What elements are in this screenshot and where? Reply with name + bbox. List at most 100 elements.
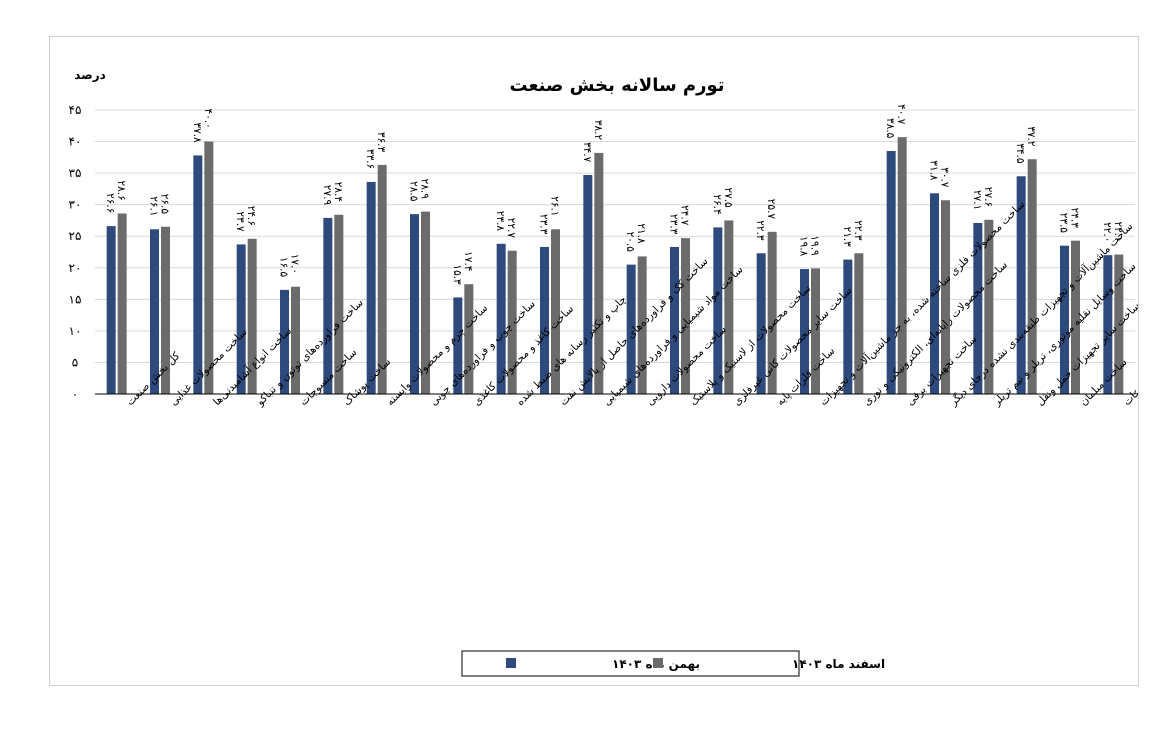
data-label-bahman: ۲۶.۶ <box>104 193 116 213</box>
bar-esfand <box>681 238 690 394</box>
data-label-bahman: ۲۸.۵ <box>408 181 420 202</box>
chart-title: تورم سالانه بخش صنعت <box>509 75 724 96</box>
bar-esfand <box>811 268 820 394</box>
data-label-esfand: ۳۷.۲ <box>1025 126 1037 147</box>
data-label-esfand: ۲۸.۴ <box>332 182 344 202</box>
bar-esfand <box>854 253 864 394</box>
data-label-bahman: ۳۴.۷ <box>581 142 593 163</box>
data-label-esfand: ۱۷.۰ <box>289 254 301 274</box>
data-label-bahman: ۲۲.۳ <box>754 220 766 241</box>
legend-swatch-bahman <box>506 658 516 668</box>
bar-bahman <box>1060 245 1069 394</box>
data-label-bahman: ۳۸.۵ <box>884 118 896 139</box>
data-label-bahman: ۲۳.۳ <box>668 214 680 235</box>
y-tick-label: ۳۵ <box>69 166 82 180</box>
bar-esfand <box>507 250 517 394</box>
chart-canvas: ۲۶.۶ ۲۶.۱ ۳۷.۸ ۲۳.۷ ۱۶.۵ ۲۷.۹ ۳۳.۶ ۲۸.۵ ۱۵.۳ ۲۳.۸… <box>69 68 1138 677</box>
data-label-bahman: ۲۶.۴ <box>711 194 723 214</box>
y-tick-label: ۴۰ <box>69 135 82 149</box>
bar-bahman <box>323 217 333 394</box>
data-label-esfand: ۲۲.۱ <box>1112 222 1124 242</box>
data-label-bahman: ۳۳.۶ <box>364 149 376 169</box>
data-label-bahman: ۲۳.۷ <box>234 211 246 232</box>
bar-esfand <box>984 219 994 394</box>
bar-esfand <box>204 141 214 394</box>
bar-esfand <box>1114 254 1124 394</box>
data-label-esfand: ۴۰.۷ <box>895 104 907 125</box>
grid-layer <box>95 109 1135 363</box>
data-label-bahman: ۳۷.۸ <box>191 122 203 143</box>
bar-bahman <box>713 227 723 394</box>
data-label-esfand: ۲۱.۸ <box>635 223 647 244</box>
bars-layer <box>106 137 1124 394</box>
bar-bahman <box>150 229 159 394</box>
bar-esfand <box>334 214 344 394</box>
data-label-bahman: ۲۳.۵ <box>1058 213 1070 234</box>
bar-esfand <box>551 229 560 394</box>
bar-bahman <box>453 297 463 394</box>
data-label-esfand: ۲۷.۶ <box>982 187 994 207</box>
data-label-esfand: ۲۴.۳ <box>1069 208 1081 229</box>
bar-bahman <box>410 214 419 394</box>
data-label-esfand: ۲۲.۷ <box>505 218 517 239</box>
data-label-bahman: ۳۴.۵ <box>1014 143 1026 164</box>
bar-bahman <box>1016 176 1026 394</box>
data-label-bahman: ۲۳.۳ <box>538 214 550 235</box>
y-tick-label: ۴۵ <box>69 103 82 117</box>
y-axis-unit-label: درصد <box>74 68 106 82</box>
y-tick-label: ۵ <box>72 355 78 369</box>
data-label-bahman: ۲۱.۳ <box>841 227 853 248</box>
bar-esfand <box>637 256 647 394</box>
data-label-esfand: ۲۲.۳ <box>852 220 864 241</box>
data-label-bahman: ۱۶.۵ <box>278 257 290 278</box>
bar-bahman <box>236 244 246 394</box>
y-tick-label: ۲۵ <box>69 229 82 243</box>
bar-bahman <box>366 181 376 394</box>
bar-bahman <box>540 246 549 394</box>
bar-esfand <box>767 231 777 394</box>
legend-label-esfand: اسفند ماه ۱۴۰۳ <box>792 657 885 671</box>
data-label-esfand: ۱۷.۴ <box>462 251 474 271</box>
bar-esfand <box>161 226 170 394</box>
chart-legend: بهمن ماه ۱۴۰۳ اسفند ماه ۱۴۰۳ <box>461 650 885 677</box>
data-label-esfand: ۲۴.۶ <box>245 206 257 226</box>
data-label-bahman: ۲۶.۱ <box>148 196 160 216</box>
bar-esfand <box>1071 240 1080 394</box>
data-label-esfand: ۲۷.۵ <box>722 187 734 208</box>
bar-bahman <box>280 289 289 394</box>
bar-bahman <box>930 193 939 394</box>
chart-frame: ۲۶.۶ ۲۶.۱ ۳۷.۸ ۲۳.۷ ۱۶.۵ ۲۷.۹ ۳۳.۶ ۲۸.۵ ۱۵.۳ ۲۳.۸… <box>49 36 1139 686</box>
data-label-bahman: ۲۳.۸ <box>494 211 506 232</box>
bar-bahman <box>843 259 853 394</box>
data-label-esfand: ۲۸.۹ <box>419 179 431 200</box>
data-label-bahman: ۲۲.۰ <box>1101 222 1113 242</box>
bar-bahman <box>670 246 679 394</box>
bar-esfand <box>377 164 387 394</box>
bar-bahman <box>626 264 636 394</box>
y-tick-label: ۱۰ <box>69 324 82 338</box>
bar-esfand <box>247 238 257 394</box>
data-label-esfand: ۲۴.۷ <box>679 205 691 226</box>
bar-bahman <box>973 222 983 394</box>
bar-bahman <box>886 151 896 394</box>
bar-esfand <box>594 152 604 394</box>
data-label-esfand: ۲۵.۷ <box>765 199 777 220</box>
data-labels-layer: ۲۶.۶ ۲۶.۱ ۳۷.۸ ۲۳.۷ ۱۶.۵ ۲۷.۹ ۳۳.۶ ۲۸.۵ ۱۵.۳ ۲۳.۸… <box>104 104 1124 285</box>
data-label-bahman: ۱۹.۸ <box>798 236 810 257</box>
data-label-bahman: ۱۵.۳ <box>451 264 463 285</box>
bar-bahman <box>756 253 766 394</box>
data-label-esfand: ۲۶.۱ <box>549 196 561 216</box>
y-tick-label: ۰ <box>72 387 78 401</box>
data-label-esfand: ۳۶.۳ <box>375 132 387 153</box>
data-label-bahman: ۲۰.۵ <box>624 232 636 253</box>
data-label-bahman: ۳۱.۸ <box>928 160 940 181</box>
y-tick-label: ۱۵ <box>69 292 82 306</box>
bar-esfand <box>291 286 300 394</box>
bar-esfand <box>1027 159 1037 394</box>
data-label-esfand: ۳۰.۷ <box>939 167 951 188</box>
bar-bahman <box>1103 255 1113 394</box>
data-label-bahman: ۲۷.۹ <box>321 185 333 206</box>
data-label-bahman: ۲۷.۱ <box>971 190 983 210</box>
bar-esfand <box>421 211 430 394</box>
bar-bahman <box>583 175 593 394</box>
